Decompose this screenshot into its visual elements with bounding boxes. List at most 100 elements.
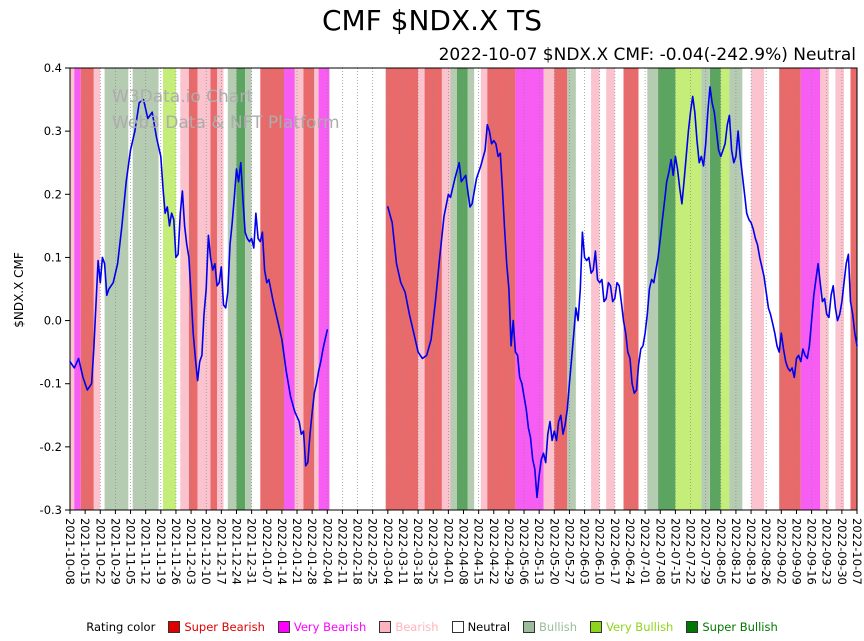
x-tick-label: 2022-07-08 xyxy=(653,518,667,585)
x-tick-label: 2022-07-29 xyxy=(699,518,713,585)
rating-band xyxy=(467,68,475,510)
x-tick-label: 2021-11-19 xyxy=(154,518,168,585)
x-tick-label: 2022-07-01 xyxy=(638,518,652,585)
rating-band xyxy=(844,68,851,510)
rating-legend: Rating color Super Bearish Very Bearish Be… xyxy=(0,620,864,634)
rating-band xyxy=(751,68,765,510)
legend-item-label: Neutral xyxy=(467,620,511,634)
rating-band xyxy=(385,68,419,510)
x-tick-label: 2021-11-26 xyxy=(169,518,183,585)
x-tick-label: 2022-04-08 xyxy=(457,518,471,585)
rating-band xyxy=(710,68,721,510)
x-tick-label: 2022-06-10 xyxy=(593,518,607,585)
rating-band xyxy=(850,68,857,510)
legend-item-label: Super Bearish xyxy=(184,620,265,634)
x-tick-label: 2021-10-22 xyxy=(93,518,107,585)
x-tick-label: 2022-01-21 xyxy=(290,518,304,585)
legend-swatch-very-bullish xyxy=(590,621,603,633)
rating-band xyxy=(104,68,129,510)
legend-swatch-bearish xyxy=(379,621,392,633)
rating-band xyxy=(543,68,555,510)
x-tick-label: 2021-11-05 xyxy=(124,518,138,585)
y-tick-label: 0.1 xyxy=(44,250,62,264)
legend-item-label: Very Bearish xyxy=(293,620,367,634)
x-tick-label: 2021-10-29 xyxy=(108,518,122,585)
rating-band xyxy=(457,68,468,510)
rating-band xyxy=(180,68,189,510)
y-tick-label: 0.2 xyxy=(44,187,62,201)
x-tick-label: 2022-08-12 xyxy=(729,518,743,585)
rating-band xyxy=(658,68,676,510)
rating-band xyxy=(80,68,94,510)
x-tick-label: 2022-06-24 xyxy=(623,518,637,585)
x-tick-label: 2022-05-27 xyxy=(562,518,576,585)
y-tick-label: 0.4 xyxy=(44,61,62,75)
x-tick-label: 2022-01-28 xyxy=(305,518,319,585)
rating-band xyxy=(294,68,304,510)
x-tick-label: 2022-03-25 xyxy=(426,518,440,585)
x-tick-label: 2022-08-19 xyxy=(744,518,758,585)
rating-band xyxy=(158,68,163,510)
rating-band xyxy=(779,68,801,510)
x-tick-label: 2022-04-29 xyxy=(502,518,516,585)
x-tick-label: 2022-01-14 xyxy=(275,518,289,585)
legend-swatch-super-bearish xyxy=(168,621,181,633)
x-tick-label: 2021-12-24 xyxy=(229,518,243,585)
rating-band xyxy=(251,68,261,510)
x-tick-label: 2022-02-04 xyxy=(320,518,334,585)
x-tick-label: 2022-08-26 xyxy=(759,518,773,585)
x-tick-label: 2022-09-23 xyxy=(820,518,834,585)
rating-band xyxy=(260,68,285,510)
x-tick-label: 2022-05-13 xyxy=(532,518,546,585)
rating-band xyxy=(217,68,224,510)
rating-band xyxy=(284,68,295,510)
x-tick-label: 2022-09-02 xyxy=(774,518,788,585)
rating-band xyxy=(487,68,516,510)
legend-item-very-bearish: Very Bearish xyxy=(277,620,367,634)
y-tick-label: 0.3 xyxy=(44,124,62,138)
rating-band xyxy=(163,68,176,510)
chart-subtitle: 2022-10-07 $NDX.X CMF: -0.04(-242.9%) Ne… xyxy=(438,45,856,65)
rating-band xyxy=(567,68,576,510)
rating-band xyxy=(132,68,159,510)
y-axis-label: $NDX.X CMF xyxy=(12,252,26,328)
y-tick-label: 0.0 xyxy=(44,314,62,328)
x-tick-label: 2022-03-11 xyxy=(396,518,410,585)
rating-band xyxy=(100,68,105,510)
x-tick-label: 2022-02-25 xyxy=(366,518,380,585)
x-tick-label: 2021-12-10 xyxy=(199,518,213,585)
rating-band xyxy=(74,68,81,510)
rating-band xyxy=(441,68,451,510)
rating-band xyxy=(820,68,829,510)
rating-band xyxy=(188,68,198,510)
rating-band xyxy=(720,68,730,510)
x-tick-label: 2021-10-15 xyxy=(78,518,92,585)
x-tick-label: 2022-09-16 xyxy=(805,518,819,585)
x-tick-label: 2021-10-08 xyxy=(63,518,77,585)
legend-item-label: Bearish xyxy=(395,620,439,634)
legend-swatch-very-bearish xyxy=(277,621,290,633)
rating-band xyxy=(701,68,710,510)
rating-band xyxy=(638,68,648,510)
x-tick-label: 2022-03-04 xyxy=(381,518,395,585)
rating-band xyxy=(450,68,457,510)
rating-band xyxy=(418,68,425,510)
y-tick-label: -0.3 xyxy=(40,503,62,517)
x-tick-label: 2022-05-20 xyxy=(547,518,561,585)
cmf-line-series xyxy=(387,86,858,499)
rating-band xyxy=(575,68,591,510)
rating-band xyxy=(128,68,133,510)
legend-item-very-bullish: Very Bullish xyxy=(590,620,673,634)
y-tick-label: -0.1 xyxy=(40,377,62,391)
rating-legend-items: Super Bearish Very Bearish Bearish Neutral B… xyxy=(168,620,778,634)
rating-band xyxy=(742,68,751,510)
rating-band xyxy=(480,68,488,510)
rating-band xyxy=(591,68,600,510)
x-tick-label: 2022-09-30 xyxy=(835,518,849,585)
rating-band xyxy=(318,68,330,510)
rating-legend-label: Rating color xyxy=(86,620,156,634)
legend-item-bullish: Bullish xyxy=(523,620,577,634)
x-tick-label: 2022-07-22 xyxy=(684,518,698,585)
x-tick-label: 2022-02-18 xyxy=(351,518,365,585)
